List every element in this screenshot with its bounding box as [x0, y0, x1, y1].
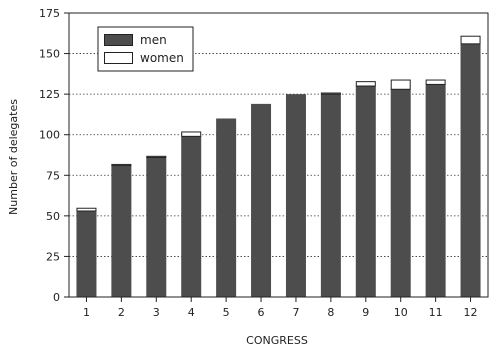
bar-men: [355, 86, 376, 298]
x-tick-label: 2: [118, 306, 125, 319]
bar-men: [146, 157, 167, 297]
x-tick-label: 5: [223, 306, 230, 319]
x-tick-label: 7: [292, 306, 299, 319]
legend-label-men: men: [140, 33, 167, 47]
x-tick-label: 8: [327, 306, 334, 319]
y-tick-label: 50: [46, 210, 60, 223]
bar-men: [320, 94, 341, 298]
y-tick-label: 75: [46, 169, 60, 182]
x-tick-label: 11: [429, 306, 443, 319]
x-tick-label: 12: [464, 306, 478, 319]
bar-women: [355, 81, 376, 87]
bar-men: [181, 136, 202, 297]
x-tick-label: 6: [258, 306, 265, 319]
y-tick-labels: 0 25 50 75 100 125 150 175: [39, 7, 60, 304]
bar-men: [251, 103, 272, 297]
bar-women: [76, 207, 97, 212]
plot-frame: [68, 12, 489, 298]
x-tick-label: 3: [153, 306, 160, 319]
x-tick-label: 10: [394, 306, 408, 319]
y-tick-label: 175: [39, 7, 60, 20]
bar-women: [320, 92, 341, 95]
bars: [76, 35, 481, 298]
x-tick-labels: 1 2 3 4 5 6 7 8 9 10 11 12: [83, 306, 478, 319]
legend: men women: [97, 26, 194, 72]
x-axis-title: CONGRESS: [246, 334, 308, 347]
x-tick-label: 4: [188, 306, 195, 319]
bar-women: [111, 163, 132, 167]
y-tick-label: 100: [39, 129, 60, 142]
legend-label-women: women: [140, 51, 184, 65]
y-tick-label: 0: [53, 291, 60, 304]
bar-women: [146, 155, 167, 158]
y-axis-title: Number of delegates: [7, 99, 20, 215]
x-tick-label: 9: [362, 306, 369, 319]
bar-women: [425, 79, 446, 85]
bar-women: [390, 79, 411, 90]
bar-men: [460, 43, 481, 297]
bar-women: [181, 131, 202, 137]
legend-swatch-women: [104, 52, 133, 64]
bar-men: [425, 84, 446, 297]
bar-women: [460, 35, 481, 45]
axes: [64, 12, 489, 302]
bar-men: [216, 118, 237, 297]
gridlines: [69, 53, 488, 257]
y-tick-label: 25: [46, 250, 60, 263]
bar-men: [76, 210, 97, 297]
y-tick-label: 125: [39, 88, 60, 101]
y-tick-label: 150: [39, 48, 60, 61]
bar-men: [390, 89, 411, 297]
x-tick-label: 1: [83, 306, 90, 319]
bar-men: [285, 94, 306, 298]
bar-men: [111, 165, 132, 297]
legend-swatch-men: [104, 34, 133, 46]
